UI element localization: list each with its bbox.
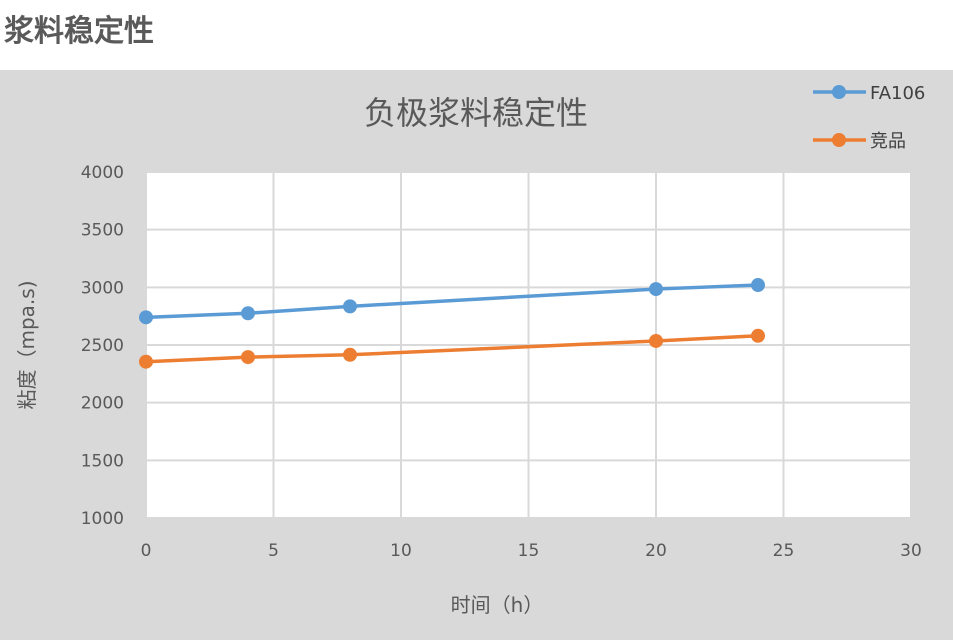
- data-point: [241, 350, 255, 365]
- data-point: [343, 347, 357, 362]
- chart-title: 负极浆料稳定性: [364, 94, 588, 132]
- series-1: [139, 278, 765, 325]
- x-axis-title: 时间（h）: [451, 593, 544, 617]
- data-point: [343, 299, 357, 314]
- x-tick-label: 10: [390, 541, 412, 561]
- y-tick-label: 2000: [81, 394, 124, 414]
- chart-panel: 1000 1500 2000 2500 3000 3500 4000 0 5 10 15 20 25 30…: [0, 70, 953, 640]
- y-tick-label: 1000: [81, 509, 124, 529]
- x-tick-label: 30: [900, 541, 922, 561]
- legend-marker: [832, 85, 846, 99]
- y-tick-label: 2500: [81, 336, 124, 356]
- x-tick-label: 20: [645, 541, 667, 561]
- y-tick-label: 1500: [81, 451, 124, 471]
- data-point: [139, 310, 153, 325]
- legend-item: FA106: [813, 83, 925, 104]
- tick-labels: 1000 1500 2000 2500 3000 3500 4000 0 5 10 15 20 25 30: [81, 163, 922, 561]
- data-point: [139, 354, 153, 369]
- legend-marker: [832, 133, 846, 147]
- line-chart: 1000 1500 2000 2500 3000 3500 4000 0 5 10 15 20 25 30…: [15, 83, 925, 617]
- y-tick-label: 4000: [81, 163, 124, 183]
- data-point: [241, 306, 255, 321]
- data-point: [649, 333, 663, 348]
- page-heading: 浆料稳定性: [4, 14, 154, 49]
- data-point: [751, 328, 765, 343]
- x-tick-label: 15: [518, 541, 540, 561]
- data-point: [649, 282, 663, 297]
- y-tick-label: 3000: [81, 278, 124, 298]
- y-tick-label: 3500: [81, 221, 124, 241]
- y-axis-title: 粘度（mpa.s): [15, 280, 39, 409]
- series-2: [139, 328, 765, 369]
- series-layer: [139, 278, 765, 369]
- x-tick-label: 25: [773, 541, 795, 561]
- legend: FA106 竞品: [813, 83, 925, 152]
- x-tick-label: 0: [141, 541, 152, 561]
- data-point: [751, 278, 765, 293]
- x-tick-label: 5: [268, 541, 279, 561]
- legend-label: FA106: [870, 83, 925, 104]
- legend-label: 竞品: [870, 131, 906, 152]
- legend-item: 竞品: [813, 131, 906, 152]
